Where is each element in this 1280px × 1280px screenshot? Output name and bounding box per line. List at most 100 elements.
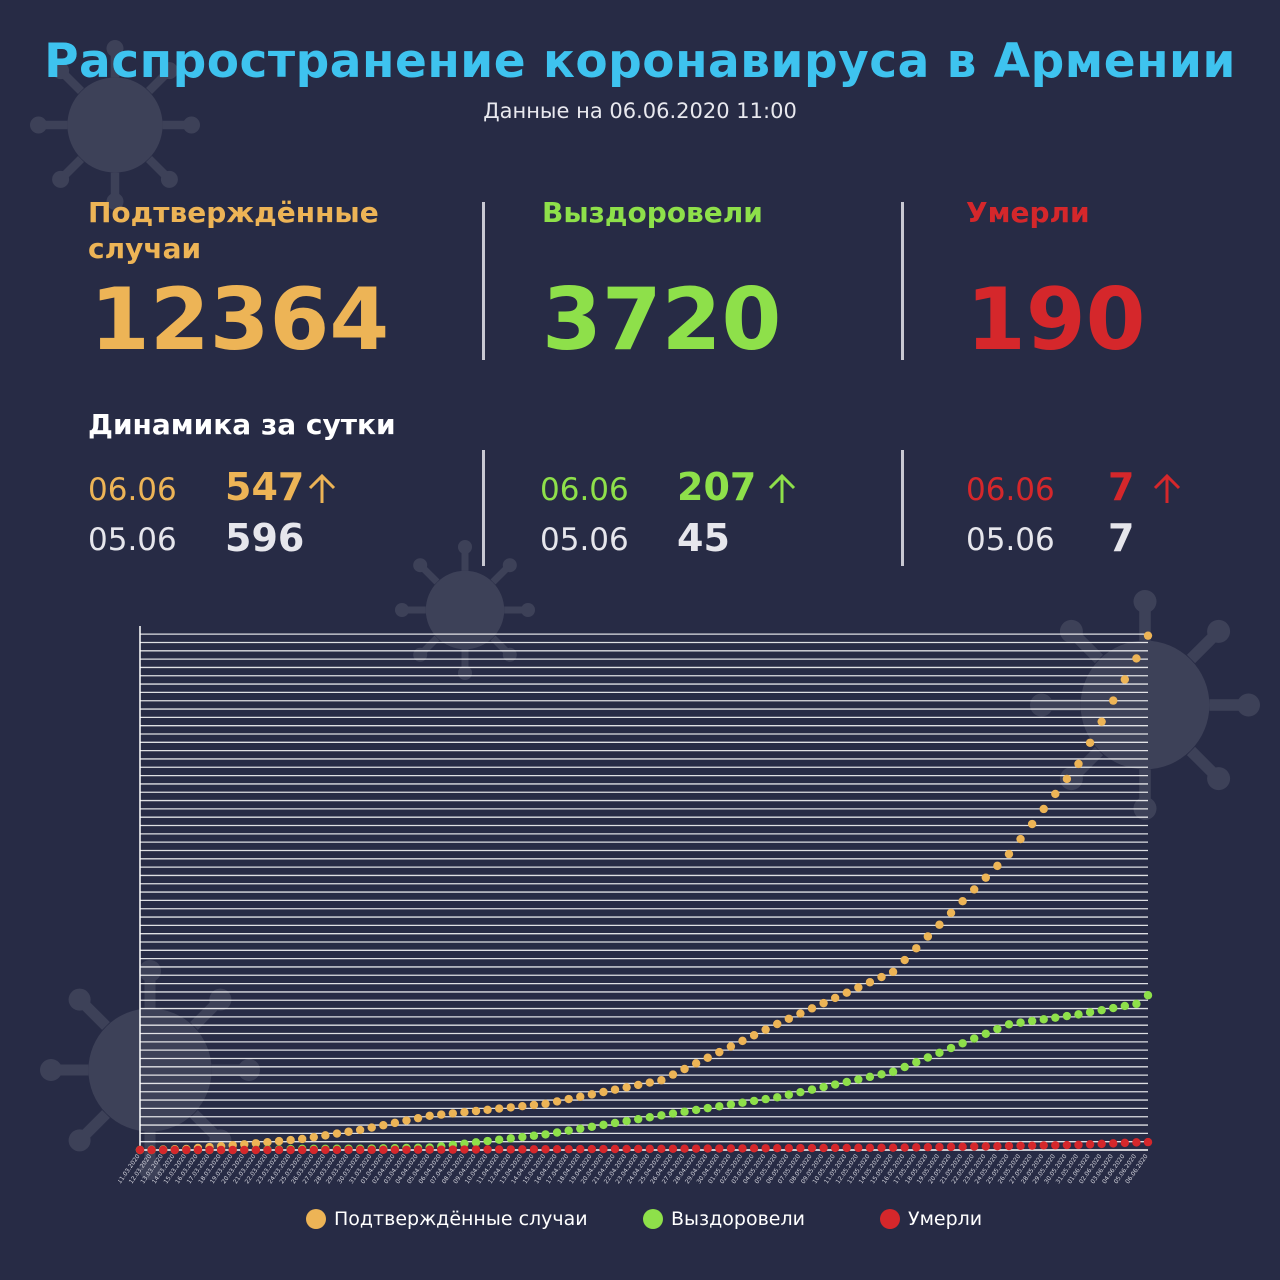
series-2-point xyxy=(854,1143,863,1153)
series-0-point xyxy=(1085,738,1095,747)
series-2-point xyxy=(170,1145,179,1155)
virus-icon xyxy=(1030,590,1260,820)
series-1-point xyxy=(494,1135,504,1144)
series-2-point xyxy=(703,1144,712,1153)
series-1-point xyxy=(1027,1016,1037,1026)
series-0-point xyxy=(576,1092,585,1101)
series-0-point xyxy=(355,1125,365,1135)
confirmed-total: 12364 xyxy=(90,270,390,370)
series-1-point xyxy=(483,1136,492,1146)
series-0-point xyxy=(842,988,851,997)
series-0-point xyxy=(923,932,933,941)
series-2-point xyxy=(251,1145,261,1155)
series-2-point xyxy=(946,1142,956,1152)
series-1-point xyxy=(587,1122,597,1131)
series-0-point xyxy=(900,955,909,965)
series-2-point xyxy=(309,1145,318,1155)
series-2-point xyxy=(993,1142,1002,1151)
series-1-point xyxy=(877,1070,886,1079)
series-0-point xyxy=(796,1009,805,1018)
series-0-point xyxy=(286,1135,295,1145)
series-2-point xyxy=(494,1145,504,1154)
series-1-point xyxy=(784,1090,794,1099)
series-2-point xyxy=(1027,1141,1037,1150)
series-1-point xyxy=(715,1102,724,1111)
series-2-point xyxy=(379,1145,388,1155)
series-2-point xyxy=(657,1144,666,1154)
series-0-point xyxy=(321,1131,330,1140)
series-1-point xyxy=(888,1067,898,1076)
series-1-point xyxy=(668,1109,678,1118)
series-0-point xyxy=(993,861,1002,871)
series-1-point xyxy=(1132,999,1141,1009)
series-2-point xyxy=(645,1144,654,1154)
series-2-point xyxy=(691,1144,701,1153)
series-1-point xyxy=(529,1131,539,1140)
series-2-point xyxy=(1143,1137,1153,1147)
series-2-point xyxy=(518,1145,527,1154)
series-2-point xyxy=(263,1145,272,1155)
series-2-point xyxy=(344,1145,353,1155)
series-1-point xyxy=(1097,1005,1106,1015)
series-1-point xyxy=(993,1024,1002,1034)
series-2-point xyxy=(900,1143,909,1152)
series-2-point xyxy=(205,1145,214,1155)
series-0-point xyxy=(309,1132,318,1142)
series-2-point xyxy=(970,1142,979,1151)
series-2-point xyxy=(668,1144,678,1153)
confirmed-prev-date: 05.06 xyxy=(88,522,177,558)
series-2-point xyxy=(610,1144,620,1154)
series-0-point xyxy=(807,1004,817,1013)
series-0-point xyxy=(888,967,898,977)
series-2-point xyxy=(923,1143,933,1152)
legend-label-recovered: Выздоровели xyxy=(671,1208,805,1230)
confirmed-label: Подтверждённые случаи xyxy=(88,195,379,267)
series-2-point xyxy=(1051,1141,1060,1150)
series-1-point xyxy=(1085,1008,1095,1017)
series-1-point xyxy=(541,1130,550,1139)
series-2-point xyxy=(529,1145,539,1154)
series-0-point xyxy=(1051,789,1060,799)
deaths-today-value: 7 xyxy=(1108,465,1135,509)
series-2-point xyxy=(796,1143,805,1153)
series-1-point xyxy=(1016,1018,1025,1027)
series-0-point xyxy=(634,1080,643,1090)
series-0-point xyxy=(691,1059,701,1068)
series-2-point xyxy=(471,1145,481,1154)
series-2-point xyxy=(437,1145,446,1154)
series-1-point xyxy=(773,1093,782,1102)
series-0-point xyxy=(865,978,875,987)
series-0-point xyxy=(749,1031,759,1040)
series-1-point xyxy=(842,1077,851,1087)
legend-confirmed: Подтверждённые случаи xyxy=(306,1206,588,1232)
divider xyxy=(901,202,904,360)
legend-dot-deaths xyxy=(880,1209,900,1229)
series-2-point xyxy=(367,1145,376,1155)
series-2-point xyxy=(402,1145,411,1154)
recovered-today-date: 06.06 xyxy=(540,472,629,508)
series-1-point xyxy=(912,1058,921,1067)
series-1-point xyxy=(703,1103,712,1113)
recovered-prev-value: 45 xyxy=(677,516,730,560)
legend-label-confirmed: Подтверждённые случаи xyxy=(334,1208,588,1230)
legend-dot-confirmed xyxy=(306,1209,326,1229)
series-2-point xyxy=(483,1145,492,1154)
series-0-point xyxy=(437,1110,446,1119)
divider xyxy=(482,202,485,360)
series-0-point xyxy=(1016,834,1025,844)
confirmed-label-line2: случаи xyxy=(88,232,202,265)
series-0-point xyxy=(506,1103,515,1112)
series-0-point xyxy=(668,1070,678,1079)
series-2-point xyxy=(1074,1140,1083,1150)
deaths-prev-date: 05.06 xyxy=(966,522,1055,558)
series-1-point xyxy=(645,1113,654,1122)
series-0-point xyxy=(622,1083,631,1092)
series-2-point xyxy=(726,1144,736,1153)
series-2-point xyxy=(912,1143,921,1152)
series-1-point xyxy=(1120,1001,1130,1011)
series-1-point xyxy=(576,1124,585,1133)
series-0-point xyxy=(529,1100,539,1110)
series-1-point xyxy=(796,1087,805,1097)
series-2-point xyxy=(425,1145,434,1154)
series-1-point xyxy=(958,1039,967,1048)
